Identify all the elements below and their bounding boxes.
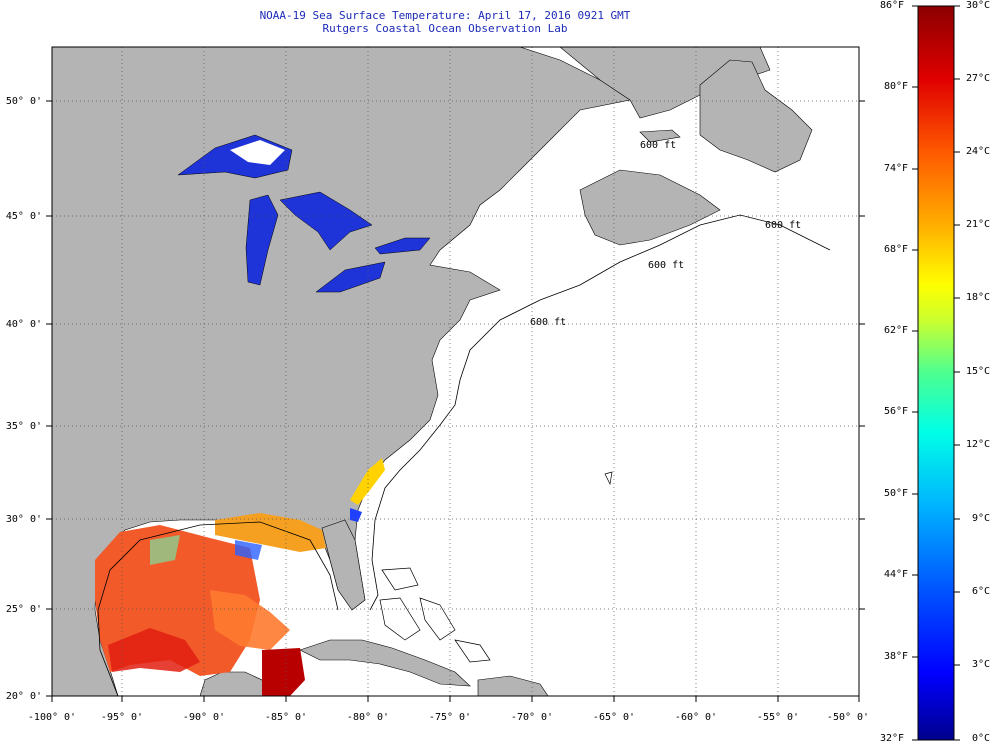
isobath-600ft — [97, 214, 831, 696]
lon-label: -55° 0' — [757, 712, 799, 723]
sst-carolina-coast — [350, 458, 385, 505]
lon-label: -75° 0' — [429, 712, 471, 723]
colorbar-ticks — [912, 5, 960, 741]
isobath-label-gulf-st-lawrence: 600 ft — [640, 140, 676, 151]
cb-f-label: 44°F — [884, 569, 909, 580]
axis-ticks — [46, 100, 865, 702]
cb-c-label: 6°C — [972, 586, 991, 597]
lat-label: 35° 0' — [6, 421, 42, 432]
sst-gulf-blue-patch — [235, 540, 262, 560]
bahamas-banks — [379, 471, 613, 663]
cb-c-label: 15°C — [966, 366, 991, 377]
cb-c-label: 30°C — [966, 0, 991, 11]
land-quebec — [559, 47, 771, 119]
lat-label: 30° 0' — [6, 514, 42, 525]
cb-f-label: 56°F — [884, 406, 909, 417]
land-florida — [321, 519, 366, 611]
cb-f-label: 68°F — [884, 244, 909, 255]
cb-c-label: 24°C — [966, 146, 991, 157]
land-maritimes — [579, 169, 721, 246]
cb-f-label: 86°F — [880, 0, 905, 11]
lon-label: -50° 0' — [827, 712, 869, 723]
sst-gulf-mid — [210, 590, 290, 650]
cb-f-label: 32°F — [880, 733, 905, 744]
land-newfoundland — [699, 59, 813, 173]
lake-ice — [230, 140, 285, 165]
sst-gulf-cool-streak — [150, 535, 180, 565]
lat-label: 40° 0' — [6, 319, 42, 330]
sst-gulf-west-bright — [108, 628, 200, 672]
map-grid — [52, 47, 859, 696]
latitude-labels: 50° 0' 45° 0' 40° 0' 35° 0' 30° 0' 25° 0… — [6, 96, 42, 702]
map-title: NOAA-19 Sea Surface Temperature: April 1… — [259, 9, 631, 22]
isobath-label-georges-bank: 600 ft — [530, 317, 566, 328]
lon-label: -95° 0' — [101, 712, 143, 723]
lat-label: 25° 0' — [6, 604, 42, 615]
cb-f-label: 38°F — [884, 651, 909, 662]
cb-c-label: 9°C — [972, 513, 991, 524]
land-anticosti — [639, 129, 681, 143]
lat-label: 45° 0' — [6, 211, 42, 222]
cb-c-label: 0°C — [972, 733, 991, 744]
cb-f-label: 62°F — [884, 325, 909, 336]
lon-label: -90° 0' — [183, 712, 225, 723]
cb-c-label: 21°C — [966, 219, 991, 230]
map-subtitle: Rutgers Coastal Ocean Observation Lab — [322, 22, 568, 35]
cb-c-label: 18°C — [966, 292, 991, 303]
cb-c-label: 3°C — [972, 659, 991, 670]
land-yucatan — [199, 671, 266, 696]
colorbar — [917, 5, 955, 741]
lon-label: -65° 0' — [593, 712, 635, 723]
cb-f-label: 74°F — [884, 163, 909, 174]
lat-label: 50° 0' — [6, 96, 42, 107]
isobath-label-grand-banks: 600 ft — [765, 220, 801, 231]
lat-label: 20° 0' — [6, 691, 42, 702]
cb-f-label: 50°F — [884, 488, 909, 499]
lon-label: -80° 0' — [347, 712, 389, 723]
longitude-labels: -100° 0' -95° 0' -90° 0' -85° 0' -80° 0'… — [28, 712, 869, 723]
isobath-label-nova-scotia: 600 ft — [648, 260, 684, 271]
lon-label: -60° 0' — [675, 712, 717, 723]
land-cuba — [299, 639, 471, 687]
lon-label: -70° 0' — [511, 712, 553, 723]
lon-label: -100° 0' — [28, 712, 76, 723]
cb-f-label: 80°F — [884, 81, 909, 92]
land-hispaniola — [477, 675, 549, 696]
cb-c-label: 27°C — [966, 73, 991, 84]
sst-yucatan-channel — [262, 648, 305, 696]
cb-c-label: 12°C — [966, 439, 991, 450]
map-frame — [51, 46, 860, 697]
lon-label: -85° 0' — [265, 712, 307, 723]
sst-cool-patch — [350, 508, 362, 522]
